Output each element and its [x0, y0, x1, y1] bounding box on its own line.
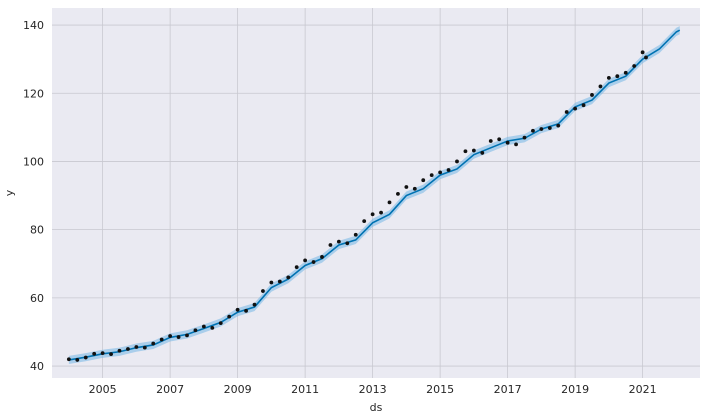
- observation-point: [404, 185, 409, 189]
- observation-point: [235, 307, 240, 312]
- observation-point: [244, 308, 248, 313]
- observation-point: [539, 127, 544, 131]
- observation-point: [83, 355, 88, 360]
- forecast-line: [68, 29, 681, 361]
- observation-point: [109, 352, 113, 357]
- observation-point: [92, 351, 97, 356]
- observation-point: [471, 148, 476, 153]
- observation-point: [201, 324, 206, 329]
- plot-background: [52, 8, 700, 378]
- observation-point: [134, 345, 139, 349]
- observation-point: [277, 279, 282, 284]
- observation-point: [303, 258, 308, 263]
- observation-point: [168, 334, 173, 338]
- observation-point: [320, 255, 324, 259]
- y-tick-labels: 40 60 80 100 120 140: [23, 19, 44, 373]
- observation-point: [345, 241, 350, 246]
- observation-point: [497, 137, 502, 142]
- x-tick-label: 2007: [156, 383, 184, 396]
- observation-point: [598, 84, 603, 89]
- observation-point: [522, 135, 527, 140]
- x-tick-label: 2009: [224, 383, 252, 396]
- observation-point: [396, 191, 400, 196]
- y-tick-label: 80: [30, 224, 44, 237]
- observation-point: [261, 289, 265, 293]
- x-tick-label: 2015: [426, 383, 454, 396]
- observation-point: [615, 74, 620, 79]
- observation-point: [252, 302, 257, 307]
- y-tick-label: 60: [30, 292, 44, 305]
- y-tick-label: 100: [23, 155, 44, 168]
- observation-point: [455, 159, 459, 164]
- observation-point: [142, 345, 147, 350]
- observation-point: [117, 348, 122, 353]
- observation-point: [488, 139, 493, 143]
- observation-point: [463, 149, 468, 154]
- observation-point: [126, 347, 130, 351]
- observation-point: [294, 265, 299, 270]
- observation-point: [151, 341, 156, 346]
- observation-point: [412, 186, 417, 191]
- observation-point: [328, 243, 333, 247]
- x-tick-label: 2019: [561, 383, 589, 396]
- observation-point: [606, 76, 611, 80]
- x-tick-label: 2021: [629, 383, 657, 396]
- observation-point: [590, 93, 594, 97]
- x-tick-label: 2017: [494, 383, 522, 396]
- observation-point: [573, 106, 578, 111]
- observation-point: [623, 70, 628, 75]
- observation-point: [480, 151, 485, 155]
- observation-point: [556, 123, 561, 128]
- observation-point: [547, 126, 552, 130]
- observation-point: [379, 210, 383, 215]
- observation-point: [564, 110, 569, 114]
- observation-point: [438, 170, 443, 175]
- observation-point: [185, 333, 189, 338]
- observation-point: [336, 239, 341, 244]
- y-tick-label: 120: [23, 87, 44, 100]
- y-tick-label: 140: [23, 19, 44, 32]
- observation-point: [531, 128, 535, 133]
- observation-point: [218, 321, 223, 325]
- observation-point: [286, 275, 291, 280]
- observation-point: [193, 328, 198, 333]
- observation-point: [75, 358, 80, 362]
- x-tick-label: 2011: [291, 383, 319, 396]
- observation-point: [176, 335, 181, 339]
- x-axis-label: ds: [370, 401, 383, 414]
- y-axis-label: y: [3, 189, 16, 196]
- observation-point: [632, 64, 637, 68]
- observation-point: [159, 337, 164, 342]
- observation-point: [269, 280, 274, 285]
- observation-point: [644, 55, 648, 60]
- observation-points: [66, 50, 648, 362]
- observation-point: [421, 178, 426, 183]
- observation-point: [100, 351, 105, 356]
- observation-point: [429, 173, 434, 178]
- x-tick-labels: 2005 2007 2009 2011 2013 2015 2017 2019 2021: [89, 383, 657, 396]
- observation-point: [66, 357, 71, 362]
- observation-point: [505, 140, 510, 145]
- observation-point: [362, 219, 367, 224]
- observation-point: [446, 168, 451, 172]
- observation-point: [387, 200, 392, 205]
- x-tick-label: 2013: [359, 383, 387, 396]
- observation-point: [514, 142, 518, 147]
- observation-point: [210, 325, 215, 330]
- observation-point: [640, 50, 645, 55]
- x-tick-label: 2005: [89, 383, 117, 396]
- observation-point: [227, 314, 232, 319]
- observation-point: [353, 232, 358, 237]
- observation-point: [581, 103, 586, 108]
- observation-point: [370, 212, 375, 217]
- observation-point: [311, 260, 316, 264]
- y-tick-label: 40: [30, 360, 44, 373]
